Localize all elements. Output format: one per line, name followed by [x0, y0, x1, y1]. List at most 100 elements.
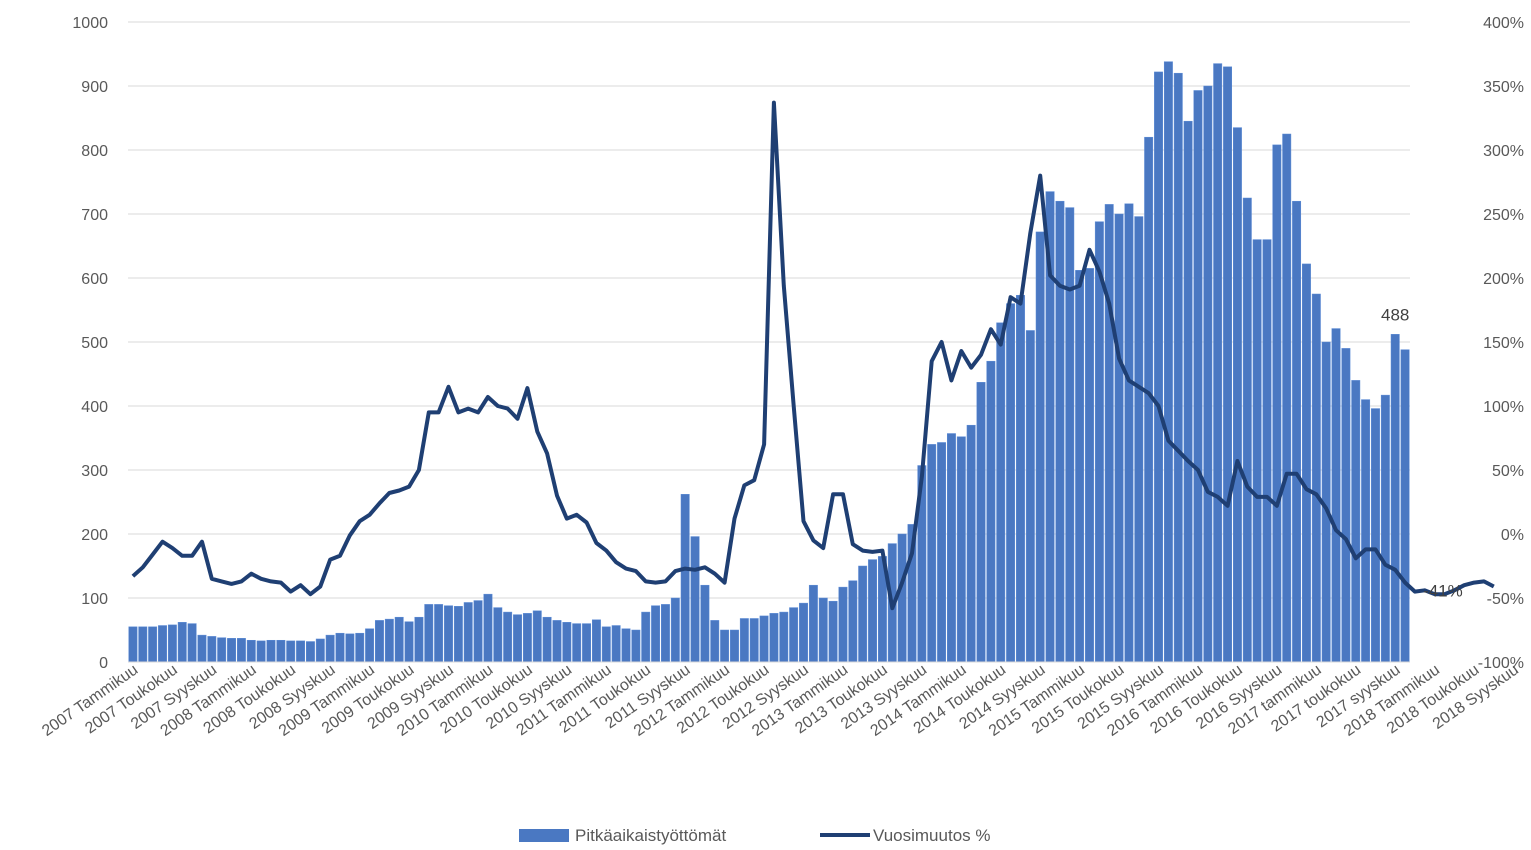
bar [493, 607, 503, 663]
bar [1223, 66, 1233, 663]
bar [138, 626, 148, 663]
bar [463, 602, 473, 663]
bar [246, 639, 256, 663]
right-axis-ticks: -100% -50% 0% 50% 100% 150% 200% 250% 300% 350% 40… [1478, 15, 1524, 672]
bar [148, 626, 158, 663]
bar [276, 639, 286, 663]
bar [177, 622, 187, 663]
bar [1134, 216, 1144, 663]
bar [572, 623, 582, 663]
bar [799, 602, 808, 663]
bar [611, 625, 621, 663]
bar [444, 605, 453, 663]
bar [651, 605, 661, 663]
legend-bar-swatch [519, 829, 569, 842]
bar [1203, 85, 1213, 663]
bar [1272, 144, 1282, 663]
bar [1163, 61, 1173, 663]
bar [414, 616, 424, 663]
right-tick-label: 50% [1492, 463, 1524, 480]
bar [789, 607, 799, 663]
right-tick-label: 100% [1483, 399, 1524, 416]
left-tick-label: 100 [81, 591, 108, 608]
bar [236, 638, 246, 663]
bar [838, 586, 848, 663]
bar [453, 606, 463, 663]
bar [345, 633, 355, 663]
left-tick-label: 200 [81, 527, 108, 544]
bar [631, 629, 641, 663]
bar [1292, 200, 1302, 663]
left-tick-label: 800 [81, 143, 108, 160]
bar [848, 580, 858, 663]
bar [641, 611, 651, 663]
bar [384, 618, 394, 663]
bar [1341, 348, 1351, 663]
left-tick-label: 500 [81, 335, 108, 352]
bar [858, 565, 868, 663]
right-tick-label: 250% [1483, 207, 1524, 224]
bar [434, 604, 444, 663]
bar [937, 442, 947, 663]
bar [976, 382, 986, 663]
bar [661, 604, 670, 663]
bar [1114, 213, 1124, 663]
bar [1302, 263, 1311, 663]
bar [1193, 90, 1203, 663]
right-tick-label: 0% [1501, 527, 1524, 544]
bar [335, 632, 345, 663]
bar [1173, 72, 1183, 663]
right-tick-label: 200% [1483, 271, 1524, 288]
bar [1311, 293, 1321, 663]
bar [1065, 207, 1075, 663]
bar [1213, 63, 1223, 663]
bar [1242, 197, 1252, 663]
bar [591, 619, 601, 663]
bar [621, 628, 631, 663]
bar [315, 638, 325, 663]
bar [552, 620, 562, 663]
bar [897, 533, 907, 663]
left-tick-label: 900 [81, 79, 108, 96]
bar [256, 640, 266, 663]
bar [355, 632, 365, 663]
left-tick-label: 300 [81, 463, 108, 480]
bar [404, 621, 414, 663]
bar [424, 604, 434, 663]
bar [769, 613, 779, 663]
bar [266, 639, 276, 663]
bar [217, 637, 227, 663]
bar [1035, 231, 1045, 663]
bar [700, 584, 710, 663]
bar [325, 634, 335, 663]
bar [522, 613, 532, 663]
right-tick-label: 300% [1483, 143, 1524, 160]
right-tick-label: -100% [1478, 655, 1524, 672]
left-tick-label: 400 [81, 399, 108, 416]
left-tick-label: 600 [81, 271, 108, 288]
bar [986, 360, 996, 663]
bar [710, 620, 720, 663]
left-tick-label: 700 [81, 207, 108, 224]
bar [966, 424, 976, 663]
bar [365, 628, 375, 663]
bar [828, 600, 838, 663]
bar [601, 626, 611, 663]
bar [582, 623, 592, 663]
bar [690, 536, 700, 663]
bar [1371, 408, 1380, 663]
bar [375, 620, 384, 663]
bar [1400, 349, 1410, 663]
bar [1380, 394, 1390, 663]
bar [1361, 399, 1371, 663]
bar [818, 597, 828, 663]
bar [670, 597, 680, 663]
bar [1390, 334, 1400, 663]
last-bar-label: 488 [1381, 305, 1409, 324]
bar [1154, 71, 1163, 663]
left-axis-ticks: 0 100 200 300 400 500 600 700 800 900 1000 [72, 15, 108, 672]
left-tick-label: 0 [99, 655, 108, 672]
bar [1055, 200, 1065, 663]
bar [187, 623, 197, 663]
